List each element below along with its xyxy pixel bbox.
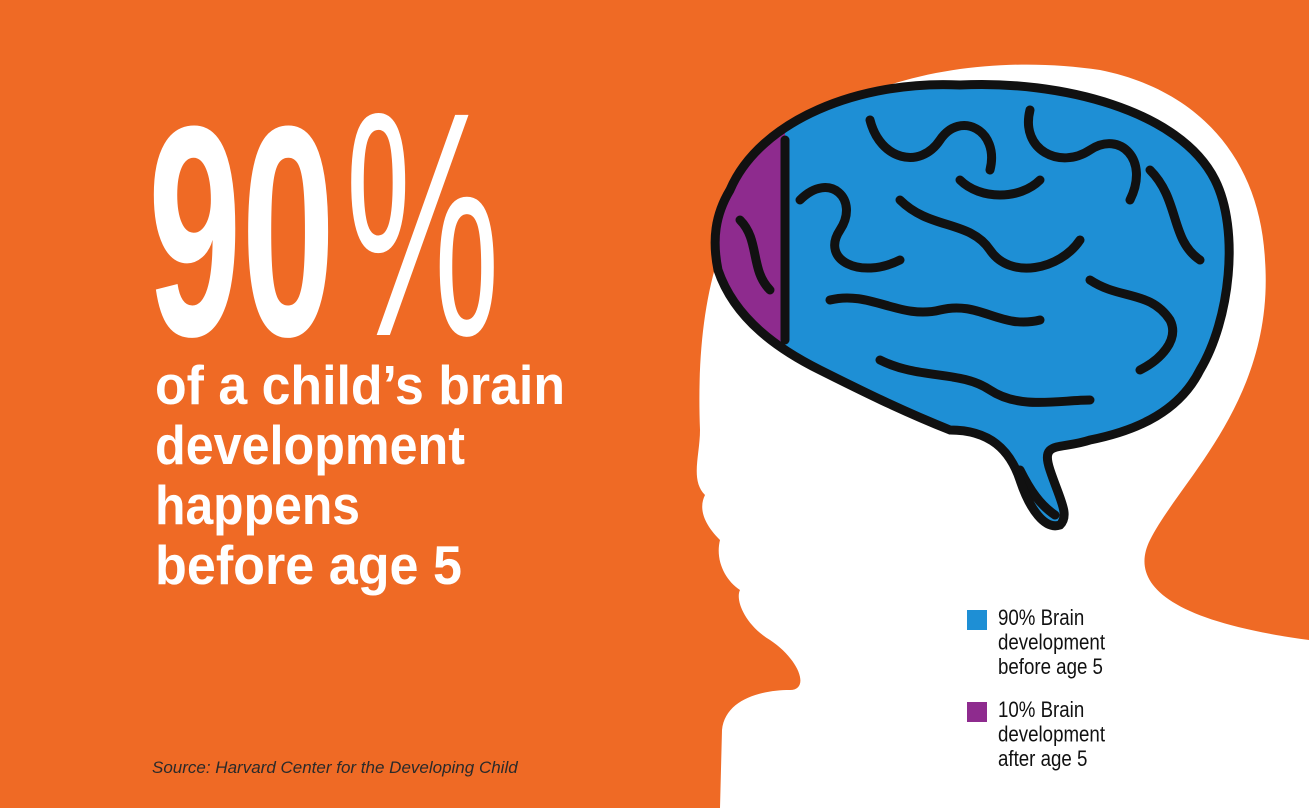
headline-symbol: % <box>345 45 500 403</box>
legend-label: development <box>998 631 1105 655</box>
body-line: happens <box>155 474 360 536</box>
legend-label: development <box>998 723 1105 747</box>
legend-label: 10% Brain <box>998 699 1084 723</box>
headline-number: 90 <box>148 63 335 399</box>
brain-outline <box>710 79 1234 531</box>
legend-label: before age 5 <box>998 656 1103 680</box>
legend-swatch <box>967 610 987 630</box>
body-line: development <box>155 414 465 476</box>
body-line: of a child’s brain <box>155 354 565 416</box>
body-line: before age 5 <box>155 534 462 596</box>
source: Source: Harvard Center for the Developin… <box>152 758 518 777</box>
legend-swatch <box>967 702 987 722</box>
legend-label: 90% Brain <box>998 607 1084 631</box>
legend-label: after age 5 <box>998 748 1087 772</box>
